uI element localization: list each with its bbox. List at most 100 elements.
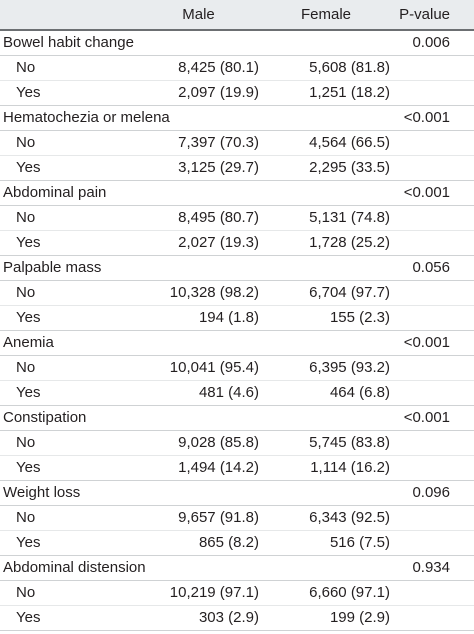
- male-value: 10,328 (98.2): [135, 280, 262, 306]
- male-value: 8,425 (80.1): [135, 55, 262, 81]
- table-row: Yes 481 (4.6) 464 (6.8): [0, 380, 474, 406]
- table-header: Male Female P-value: [0, 0, 474, 31]
- female-value: 464 (6.8): [262, 380, 390, 406]
- male-value: 2,027 (19.3): [135, 230, 262, 256]
- female-value: 5,745 (83.8): [262, 430, 390, 456]
- female-value: 2,295 (33.5): [262, 155, 390, 181]
- empty-cell: [390, 155, 474, 181]
- male-value: 481 (4.6): [135, 380, 262, 406]
- empty-cell: [390, 55, 474, 81]
- row-label: No: [0, 355, 135, 381]
- group-row: Constipation <0.001: [0, 405, 474, 431]
- table-row: Yes 303 (2.9) 199 (2.9): [0, 605, 474, 631]
- group-row: Anemia <0.001: [0, 330, 474, 356]
- header-female: Female: [262, 0, 390, 31]
- row-label: Yes: [0, 80, 135, 106]
- row-label: No: [0, 205, 135, 231]
- row-label: Yes: [0, 305, 135, 331]
- table-row: Yes 2,097 (19.9) 1,251 (18.2): [0, 80, 474, 106]
- table-row: No 10,041 (95.4) 6,395 (93.2): [0, 355, 474, 381]
- male-value: 194 (1.8): [135, 305, 262, 331]
- group-name: Anemia: [0, 330, 390, 356]
- female-value: 1,728 (25.2): [262, 230, 390, 256]
- group-name: Hematochezia or melena: [0, 105, 390, 131]
- row-label: Yes: [0, 230, 135, 256]
- male-value: 9,657 (91.8): [135, 505, 262, 531]
- row-label: Yes: [0, 605, 135, 631]
- empty-cell: [390, 605, 474, 631]
- female-value: 6,343 (92.5): [262, 505, 390, 531]
- empty-cell: [390, 130, 474, 156]
- header-label-cell: [0, 0, 135, 31]
- header-pvalue: P-value: [390, 0, 474, 31]
- female-value: 5,131 (74.8): [262, 205, 390, 231]
- group-name: Weight loss: [0, 480, 390, 506]
- empty-cell: [390, 380, 474, 406]
- row-label: Yes: [0, 380, 135, 406]
- female-value: 155 (2.3): [262, 305, 390, 331]
- group-name: Constipation: [0, 405, 390, 431]
- p-value: <0.001: [390, 330, 474, 356]
- male-value: 865 (8.2): [135, 530, 262, 556]
- male-value: 2,097 (19.9): [135, 80, 262, 106]
- male-value: 1,494 (14.2): [135, 455, 262, 481]
- group-row: Hematochezia or melena <0.001: [0, 105, 474, 131]
- table-row: No 9,028 (85.8) 5,745 (83.8): [0, 430, 474, 456]
- table-row: Yes 865 (8.2) 516 (7.5): [0, 530, 474, 556]
- table-row: Yes 1,494 (14.2) 1,114 (16.2): [0, 455, 474, 481]
- header-row: Male Female P-value: [0, 0, 474, 31]
- p-value: 0.096: [390, 480, 474, 506]
- female-value: 6,660 (97.1): [262, 580, 390, 606]
- male-value: 10,219 (97.1): [135, 580, 262, 606]
- table-row: Yes 194 (1.8) 155 (2.3): [0, 305, 474, 331]
- female-value: 4,564 (66.5): [262, 130, 390, 156]
- p-value: <0.001: [390, 405, 474, 431]
- empty-cell: [390, 305, 474, 331]
- empty-cell: [390, 505, 474, 531]
- p-value: <0.001: [390, 105, 474, 131]
- empty-cell: [390, 80, 474, 106]
- table-row: No 8,495 (80.7) 5,131 (74.8): [0, 205, 474, 231]
- group-name: Abdominal pain: [0, 180, 390, 206]
- group-name: Palpable mass: [0, 255, 390, 281]
- group-row: Abdominal distension 0.934: [0, 555, 474, 581]
- group-row: Weight loss 0.096: [0, 480, 474, 506]
- male-value: 10,041 (95.4): [135, 355, 262, 381]
- female-value: 1,114 (16.2): [262, 455, 390, 481]
- row-label: No: [0, 130, 135, 156]
- header-male: Male: [135, 0, 262, 31]
- empty-cell: [390, 280, 474, 306]
- p-value: 0.006: [390, 30, 474, 56]
- empty-cell: [390, 455, 474, 481]
- female-value: 6,704 (97.7): [262, 280, 390, 306]
- row-label: No: [0, 580, 135, 606]
- female-value: 199 (2.9): [262, 605, 390, 631]
- group-row: Bowel habit change 0.006: [0, 30, 474, 56]
- empty-cell: [390, 205, 474, 231]
- empty-cell: [390, 430, 474, 456]
- male-value: 9,028 (85.8): [135, 430, 262, 456]
- p-value: <0.001: [390, 180, 474, 206]
- table-row: No 8,425 (80.1) 5,608 (81.8): [0, 55, 474, 81]
- p-value: 0.056: [390, 255, 474, 281]
- row-label: Yes: [0, 530, 135, 556]
- row-label: No: [0, 505, 135, 531]
- female-value: 1,251 (18.2): [262, 80, 390, 106]
- empty-cell: [390, 230, 474, 256]
- table-row: No 7,397 (70.3) 4,564 (66.5): [0, 130, 474, 156]
- table-row: No 9,657 (91.8) 6,343 (92.5): [0, 505, 474, 531]
- male-value: 303 (2.9): [135, 605, 262, 631]
- male-value: 7,397 (70.3): [135, 130, 262, 156]
- table-row: Yes 3,125 (29.7) 2,295 (33.5): [0, 155, 474, 181]
- female-value: 516 (7.5): [262, 530, 390, 556]
- row-label: Yes: [0, 455, 135, 481]
- table-row: No 10,328 (98.2) 6,704 (97.7): [0, 280, 474, 306]
- p-value: 0.934: [390, 555, 474, 581]
- group-name: Abdominal distension: [0, 555, 390, 581]
- group-name: Bowel habit change: [0, 30, 390, 56]
- empty-cell: [390, 580, 474, 606]
- row-label: No: [0, 430, 135, 456]
- male-value: 8,495 (80.7): [135, 205, 262, 231]
- empty-cell: [390, 530, 474, 556]
